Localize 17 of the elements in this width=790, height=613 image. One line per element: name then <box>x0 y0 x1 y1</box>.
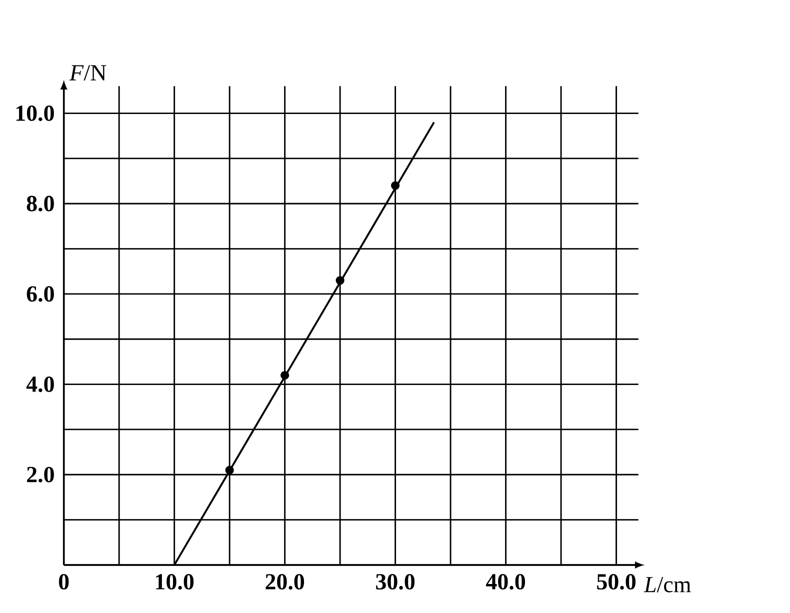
x-tick-label: 10.0 <box>156 574 194 590</box>
point <box>225 466 234 474</box>
y-tick-label: 2.0 <box>27 466 54 483</box>
y-tick-label: 10.0 <box>16 106 54 122</box>
x-tick-label: 0 <box>58 574 69 590</box>
x-tick-label: 20.0 <box>266 574 304 590</box>
point <box>336 276 344 285</box>
x-tick-label: 40.0 <box>486 574 526 590</box>
y-tick-label: 4.0 <box>26 376 54 392</box>
y-axis-title: F/N <box>69 65 106 81</box>
x-tick-label: 30.0 <box>376 574 415 590</box>
x-axis-title: L/cm <box>644 577 691 592</box>
point <box>280 371 290 380</box>
y-tick-label: 8.0 <box>26 196 54 212</box>
y-tick-label: 6.0 <box>26 286 54 302</box>
x-tick-label: 50.0 <box>597 574 636 590</box>
point <box>391 181 400 190</box>
